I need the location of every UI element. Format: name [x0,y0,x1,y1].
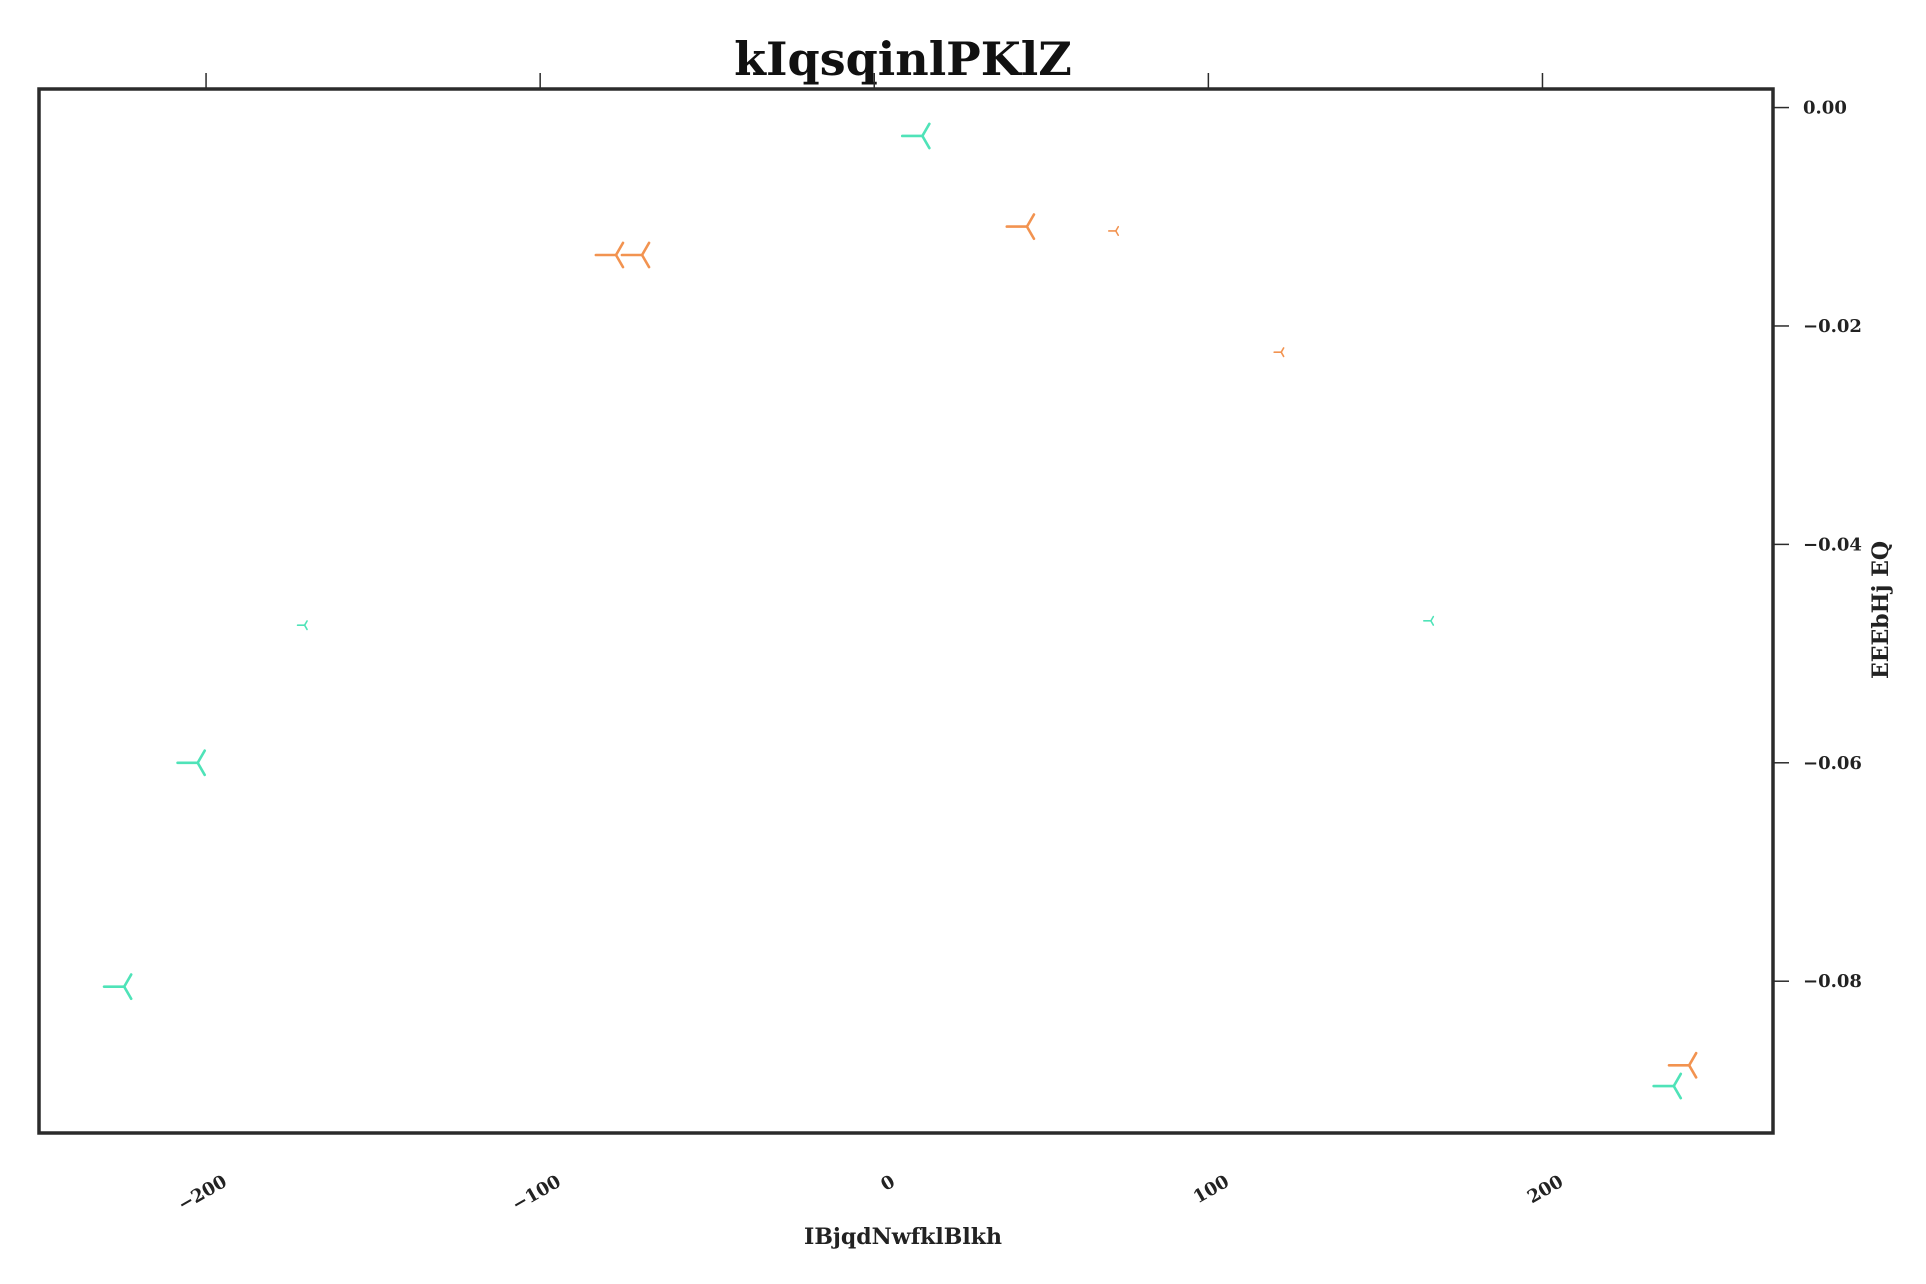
y-tick-label: −0.06 [1803,753,1862,774]
x-tick-label: 200 [1524,1171,1567,1208]
x-tick-label: 100 [1190,1171,1233,1208]
data-point [1667,1051,1698,1079]
y-tick-label: 0.00 [1803,98,1847,119]
data-point [1652,1072,1683,1100]
data-point [176,749,206,777]
y-tick-label: −0.02 [1803,316,1862,337]
x-tick-label: 0 [877,1171,898,1195]
x-tick-label: −100 [509,1171,565,1216]
data-point [1107,225,1120,236]
data-point [620,241,651,269]
data-point [1005,213,1036,241]
y-axis: 0.00 −0.02 −0.04 −0.06 −0.08 [1773,98,1862,992]
y-tick-label: −0.04 [1803,534,1862,555]
data-point [296,620,308,631]
chart-title: kIqsqinlPKlZ [734,32,1072,86]
y-tick-label: −0.08 [1803,971,1862,992]
plot-points [102,122,1698,1100]
data-point [594,241,625,269]
y-axis-label: EEEbHj EQ [1868,541,1894,679]
x-axis-label: IBjqdNwfklBlkh [804,1224,1002,1250]
data-point [102,973,133,1001]
x-tick-label: −200 [174,1171,230,1216]
data-point [1423,615,1435,626]
data-point [1273,347,1285,358]
plot-frame [37,87,1775,1135]
x-axis: −200 −100 0 100 200 [174,73,1567,1216]
data-point [900,122,931,150]
